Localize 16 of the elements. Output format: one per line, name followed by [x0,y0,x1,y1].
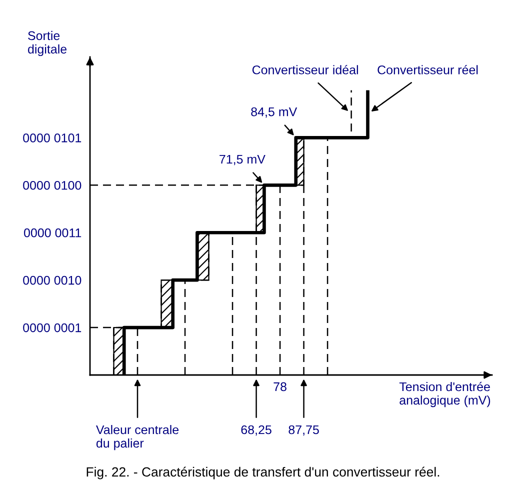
x-axis-title: Tension d'entrée analogique (mV) [399,382,490,408]
annotation: 84,5 mV [251,107,298,118]
y-tick-label: 0000 0011 [24,228,82,238]
series-label: Convertisseur idéal [252,64,358,74]
annotation: 71,5 mV [220,154,266,166]
y-tick-label: 0000 0001 [23,323,82,332]
y-tick-label: 0000 0101 [23,133,82,142]
y-tick-label: 0000 0010 [23,276,82,285]
x-tick-label: 68,25 [241,425,272,436]
y-tick-label: 0000 0100 [23,180,82,190]
x-tick-label: 87,75 [288,425,319,436]
series-label: Convertisseur réel [378,64,478,74]
x-tick-label: Valeur centrale du palier [96,425,179,450]
y-axis-title: Sortie digitale [28,30,67,56]
caption: Fig. 22. - Caractéristique de transfert d'un convertisseur réel. [86,466,440,480]
ref-line-label: 78 [274,382,286,392]
